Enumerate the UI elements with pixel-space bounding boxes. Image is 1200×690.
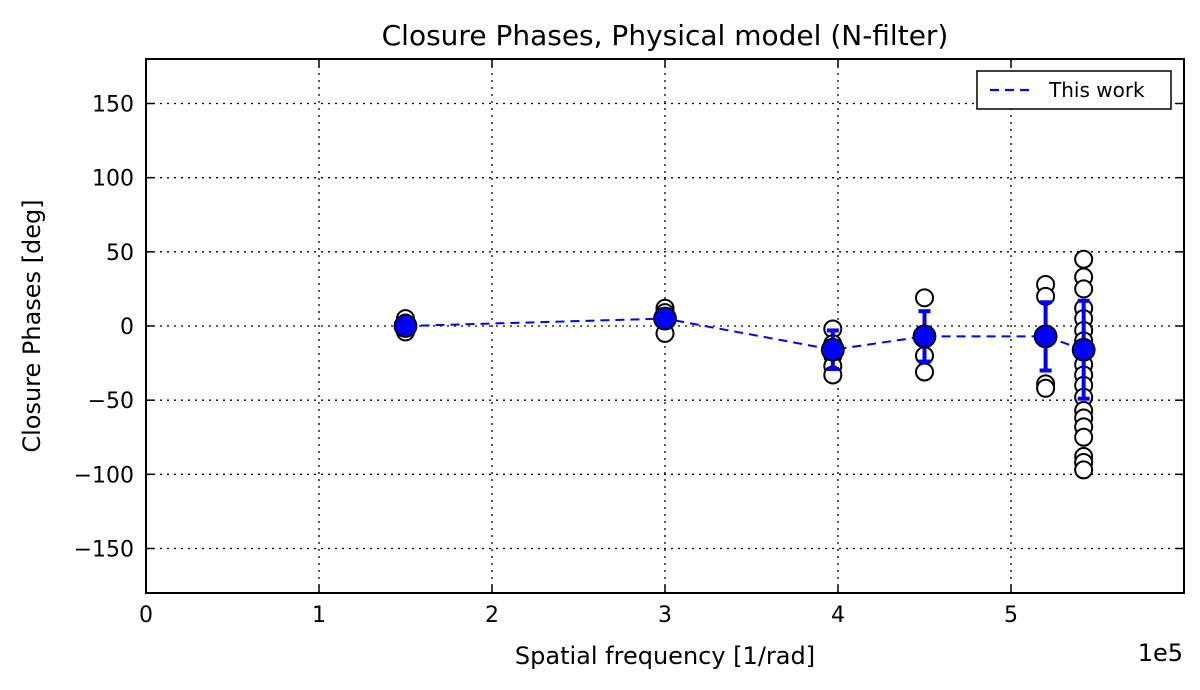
- x-tick-label: 0: [139, 603, 153, 628]
- observed-point: [1074, 427, 1094, 447]
- x-tick-label: 1: [312, 603, 326, 628]
- y-tick-label: 100: [92, 167, 134, 192]
- model-dashed-line: [405, 317, 1084, 351]
- x-axis-offset-label: 1e5: [1138, 639, 1183, 667]
- model-point: [912, 324, 937, 349]
- plot-frame: [145, 58, 1185, 594]
- model-point: [820, 337, 845, 362]
- x-tick-label: 5: [1004, 603, 1018, 628]
- y-tick-label: 50: [106, 241, 134, 266]
- model-point: [1033, 324, 1058, 349]
- x-tick-label: 2: [485, 603, 499, 628]
- chart-title: Closure Phases, Physical model (N-filter…: [382, 19, 949, 52]
- model-point: [393, 314, 418, 338]
- x-axis-ticks: 0 1 2 3 4 5: [139, 59, 1018, 628]
- y-tick-label: −50: [88, 389, 134, 414]
- x-axis-label: Spatial frequency [1/rad]: [515, 642, 815, 670]
- legend-label: This work: [1048, 78, 1145, 102]
- y-tick-label: 150: [92, 93, 134, 118]
- x-tick-label: 4: [831, 603, 845, 628]
- observed-points: [396, 249, 1094, 480]
- model-series: [393, 298, 1096, 401]
- observed-point: [1074, 249, 1094, 269]
- y-tick-label: 0: [120, 315, 134, 340]
- y-axis-label: Closure Phases [deg]: [18, 199, 46, 452]
- legend: This work: [976, 70, 1172, 110]
- y-axis-ticks: −150 −100 −50 0 50 100 150: [74, 93, 1184, 563]
- model-point: [1071, 337, 1096, 362]
- observed-point: [915, 362, 934, 382]
- model-point: [653, 306, 677, 331]
- x-tick-label: 3: [658, 603, 672, 628]
- observed-point: [1036, 378, 1056, 398]
- y-tick-label: −100: [74, 463, 134, 488]
- y-tick-label: −150: [74, 538, 134, 563]
- observed-point: [1074, 460, 1094, 480]
- observed-point: [1074, 279, 1094, 299]
- observed-point: [915, 288, 934, 308]
